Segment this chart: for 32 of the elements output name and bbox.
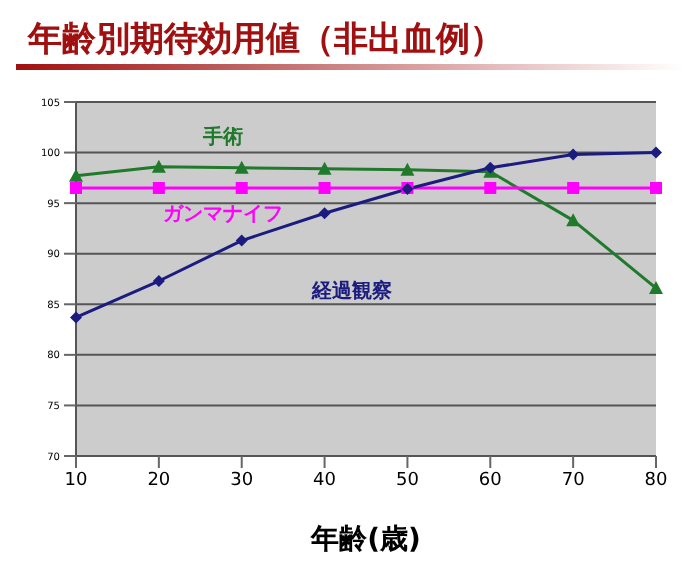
- x-tick-label: 20: [147, 470, 171, 491]
- point: [566, 213, 581, 227]
- point: [70, 311, 82, 324]
- x-tick-label: 30: [230, 470, 254, 491]
- x-tick-label: 10: [64, 470, 88, 491]
- point: [400, 162, 415, 176]
- point: [152, 181, 165, 194]
- x-tick-label: 80: [644, 470, 668, 491]
- x-tick-label: 50: [395, 470, 420, 491]
- point: [318, 181, 331, 194]
- point: [235, 234, 248, 247]
- x-tick-label: 40: [313, 470, 337, 491]
- x-tick-label: 60: [478, 470, 503, 491]
- point: [70, 181, 82, 194]
- point: [650, 181, 662, 194]
- x-axis-title: 年齢(歳): [309, 524, 421, 556]
- series-label: 手術: [200, 124, 243, 149]
- chart-title: 年齢別期待効用値（非出血例）: [25, 18, 506, 64]
- text: 経過観察: [309, 278, 392, 303]
- point: [649, 281, 663, 295]
- series-label: ガンマナイフ: [162, 203, 283, 226]
- x-tick-label: 70: [561, 470, 586, 491]
- point: [151, 159, 166, 173]
- point: [318, 207, 331, 220]
- point: [234, 160, 249, 174]
- point: [567, 181, 580, 194]
- point: [650, 146, 662, 159]
- point: [484, 181, 497, 194]
- point: [235, 181, 248, 194]
- point: [317, 161, 332, 175]
- point: [152, 275, 165, 288]
- point: [69, 168, 83, 182]
